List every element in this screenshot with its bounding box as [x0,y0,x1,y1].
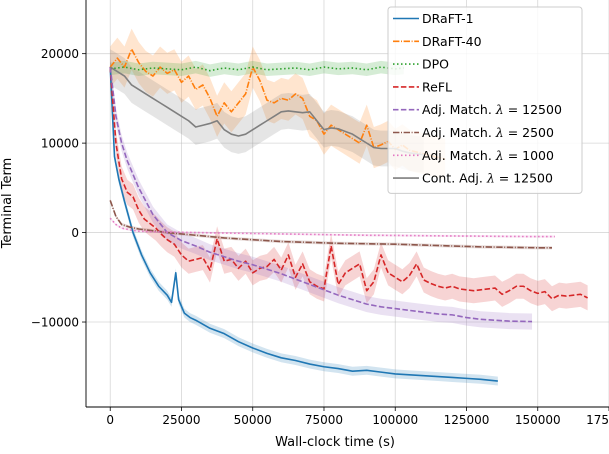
series-band-3 [110,54,588,312]
series-band-6 [110,217,555,238]
y-axis-label: Terminal Term [0,158,15,250]
series-line-3 [109,67,588,300]
confidence-bands [110,28,588,386]
y-tick-label: 10000 [41,137,79,151]
x-tick-label: 25000 [162,413,200,427]
legend-entry-label: DRaFT-40 [422,34,482,49]
series-line-6 [109,217,555,238]
legend-entry-label: Cont. Adj. λ = 12500 [422,171,553,186]
series-lines [109,48,588,382]
x-tick-label: 50000 [234,413,272,427]
legend-entry-label: Adj. Match. λ = 2500 [422,125,554,140]
x-tick-label: 100000 [372,413,418,427]
legend-entry-label: Adj. Match. λ = 12500 [422,102,562,117]
x-tick-label: 75000 [305,413,343,427]
y-tick-label: 0 [71,226,79,240]
legend-entry-label: DPO [422,57,449,72]
legend-entry-label: DRaFT-1 [422,11,474,26]
y-axis-ticks: −10000 0 10000 20000 [31,47,86,330]
legend: DRaFT-1 DRaFT-40 DPO ReFL Adj. Match. λ = 12… [387,6,583,194]
series-line-2 [110,66,404,72]
axes [85,0,609,408]
series-band-7 [110,49,424,173]
series-line-0 [109,67,498,382]
series-band-1 [110,28,446,180]
x-tick-label: 175000 [586,413,609,427]
x-tick-label: 125000 [444,413,490,427]
series-line-7 [109,66,424,156]
x-tick-label: 150000 [515,413,561,427]
x-axis-label: Wall-clock time (s) [275,435,395,450]
y-tick-label: −10000 [31,316,79,330]
series-line-4 [109,66,533,323]
legend-entry-label: ReFL [422,79,452,94]
series-band-5 [110,198,552,250]
x-axis-ticks: 0 25000 50000 75000 100000 125000 150000 175000 [106,407,609,427]
series-band-2 [110,60,404,77]
legend-box [387,6,583,194]
y-tick-label: 20000 [41,47,79,61]
series-band-4 [110,59,533,330]
x-tick-label: 0 [106,413,114,427]
legend-entry-label: Adj. Match. λ = 1000 [422,148,554,163]
